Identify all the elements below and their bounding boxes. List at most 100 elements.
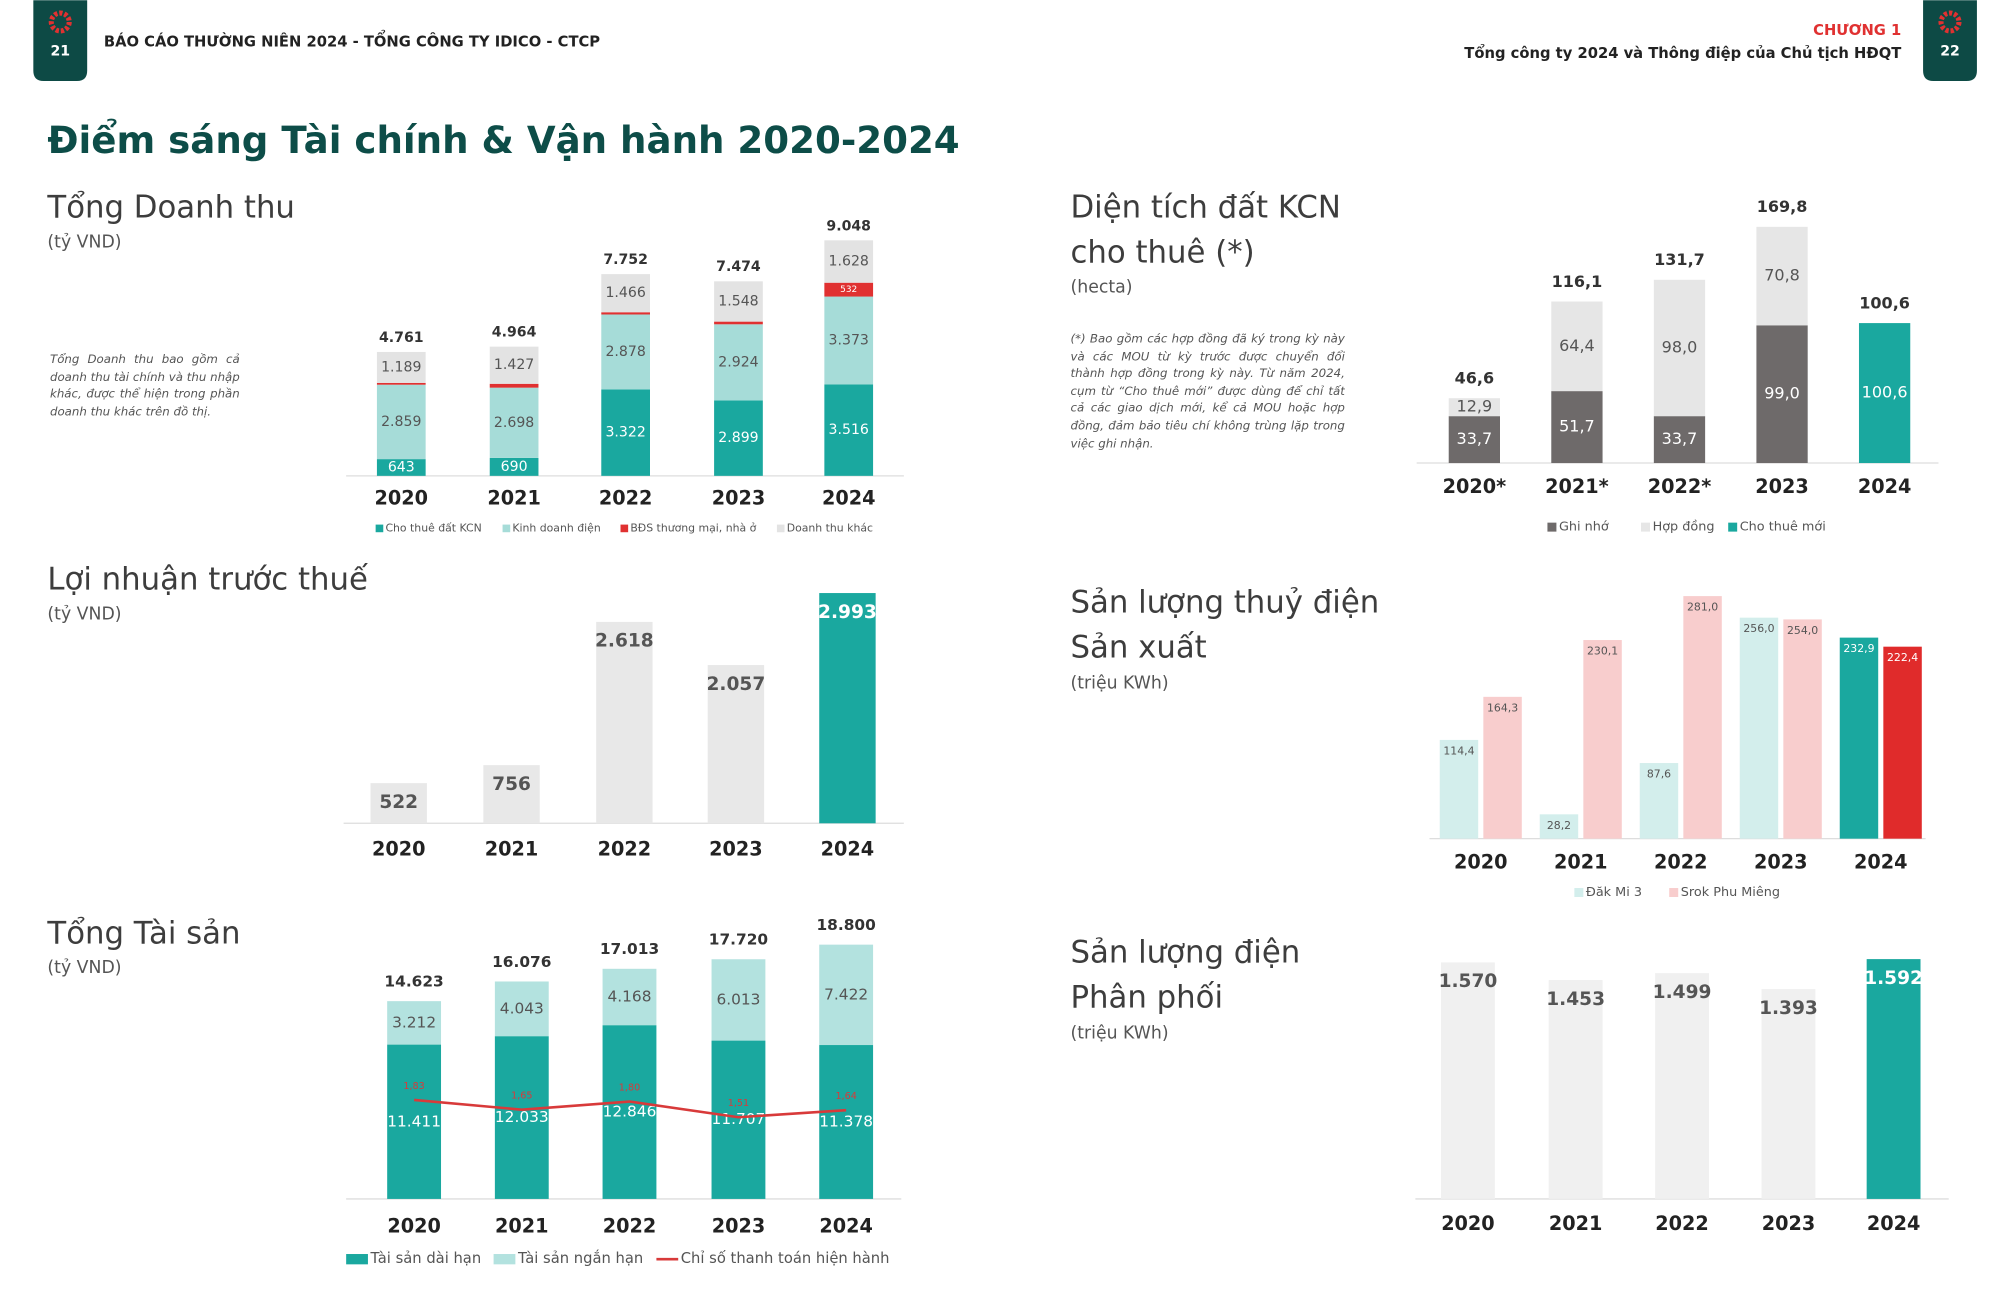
x-tick-label: 2023 (712, 1215, 766, 1238)
data-label: 4.168 (607, 987, 651, 1005)
legend-swatch (493, 1254, 516, 1265)
bar-segment (601, 312, 650, 315)
total-label: 169,8 (1757, 197, 1808, 216)
data-label: 254,0 (1787, 624, 1818, 637)
header-text: BÁO CÁO THƯỜNG NIÊN 2024 - TỔNG CÔNG TY … (104, 31, 600, 51)
x-tick-label: 2024 (822, 486, 876, 509)
data-label: 2.859 (381, 414, 421, 430)
legend-label: Tài sản ngắn hạn (517, 1250, 643, 1267)
legend-swatch (502, 524, 511, 533)
bar (483, 765, 540, 824)
legend-label: Tài sản dài hạn (370, 1250, 482, 1267)
x-tick-label: 2021 (487, 486, 541, 509)
data-label: 164,3 (1487, 701, 1518, 714)
bar-segment (387, 1044, 442, 1199)
note-box: (*) Bao gồm các hợp đồng đã ký trong kỳ … (1071, 332, 1345, 451)
total-label: 116,1 (1552, 272, 1603, 291)
data-label: 87,6 (1647, 768, 1671, 781)
data-label: 232,9 (1843, 642, 1874, 655)
bar-segment (1448, 416, 1500, 464)
data-label: 2.924 (718, 354, 758, 370)
x-tick-label: 2023 (1754, 851, 1807, 874)
chart-subtitle: (triệu KWh) (1071, 1024, 1169, 1044)
data-label: 114,4 (1443, 744, 1474, 757)
total-label: 4.761 (379, 330, 424, 346)
bar (1883, 646, 1922, 839)
page-tab (33, 0, 88, 81)
x-tick-label: 2020 (1454, 851, 1507, 874)
data-label: 2.899 (718, 430, 758, 446)
data-label: 2.057 (707, 674, 766, 695)
data-label: 2.878 (605, 344, 645, 360)
bar-segment (376, 351, 426, 383)
data-label: 7.422 (824, 985, 868, 1003)
bar (1583, 640, 1622, 839)
data-label: 12.846 (603, 1103, 657, 1121)
line-label: 1,51 (728, 1098, 749, 1109)
bar-segment (714, 321, 763, 325)
data-label: 99,0 (1764, 384, 1800, 403)
bar-segment (1653, 416, 1706, 464)
total-label: 131,7 (1654, 250, 1705, 269)
logo-icon (48, 10, 72, 34)
data-label: 6.013 (716, 990, 760, 1008)
bar (1439, 739, 1479, 839)
data-label: 33,7 (1457, 429, 1493, 448)
data-label: 12.033 (495, 1108, 549, 1126)
chart-subtitle: (hecta) (1071, 277, 1133, 297)
data-label: 12,9 (1457, 397, 1493, 416)
bar-segment (824, 282, 874, 297)
note-box: Tổng Doanh thu bao gồm cả doanh thu tài … (50, 353, 240, 419)
x-tick-label: 2024 (1858, 475, 1912, 498)
x-tick-label: 2021* (1545, 475, 1609, 498)
legend-swatch (346, 1254, 368, 1265)
bar (1683, 596, 1722, 839)
x-tick-label: 2021 (485, 838, 539, 861)
bar-segment (1858, 323, 1911, 464)
total-label: 7.752 (603, 252, 648, 268)
legend-label: Ghi nhớ (1559, 520, 1609, 535)
total-label: 16.076 (492, 953, 551, 971)
legend-label: Doanh thu khác (787, 521, 873, 534)
chart-title: Tổng Doanh thu (46, 190, 295, 226)
bar-segment (494, 1036, 549, 1199)
bar (1548, 980, 1603, 1199)
legend-swatch (1728, 522, 1738, 532)
bar-segment (376, 384, 426, 460)
page-number: 21 (50, 43, 70, 59)
bar (707, 665, 765, 824)
chart-title: Lợi nhuận trước thuế (47, 561, 368, 597)
data-label: 3.516 (829, 422, 869, 438)
line-label: 1,80 (619, 1082, 640, 1093)
bar-segment (714, 281, 763, 322)
bar-segment (489, 457, 539, 476)
data-label: 1.628 (829, 254, 869, 270)
bar-segment (1653, 279, 1706, 417)
x-tick-label: 2021 (495, 1215, 549, 1238)
x-tick-label: 2024 (1867, 1212, 1921, 1235)
bar-segment (376, 459, 426, 476)
bar-segment (494, 981, 549, 1037)
bar-segment (602, 1025, 657, 1199)
bar-segment (714, 324, 763, 401)
data-label: 1.393 (1759, 998, 1818, 1019)
data-label: 3.322 (605, 425, 645, 441)
chart-title: Tổng Tài sản (46, 915, 240, 951)
bar (1761, 989, 1816, 1199)
data-label: 3.373 (829, 332, 869, 348)
data-label: 1.453 (1546, 989, 1605, 1010)
bar-segment (711, 1040, 766, 1199)
x-tick-label: 2023 (709, 838, 762, 861)
data-label: 11.378 (819, 1112, 873, 1130)
data-label: 98,0 (1662, 337, 1698, 356)
x-tick-label: 2021 (1554, 851, 1607, 874)
total-label: 9.048 (826, 218, 871, 234)
bar-segment (601, 274, 650, 313)
x-tick-label: 2023 (712, 486, 766, 509)
bar (1783, 619, 1822, 839)
chart-title: Sản xuất (1071, 629, 1207, 665)
x-tick-label: 2022 (1654, 851, 1707, 874)
page-number: 22 (1940, 43, 1960, 59)
